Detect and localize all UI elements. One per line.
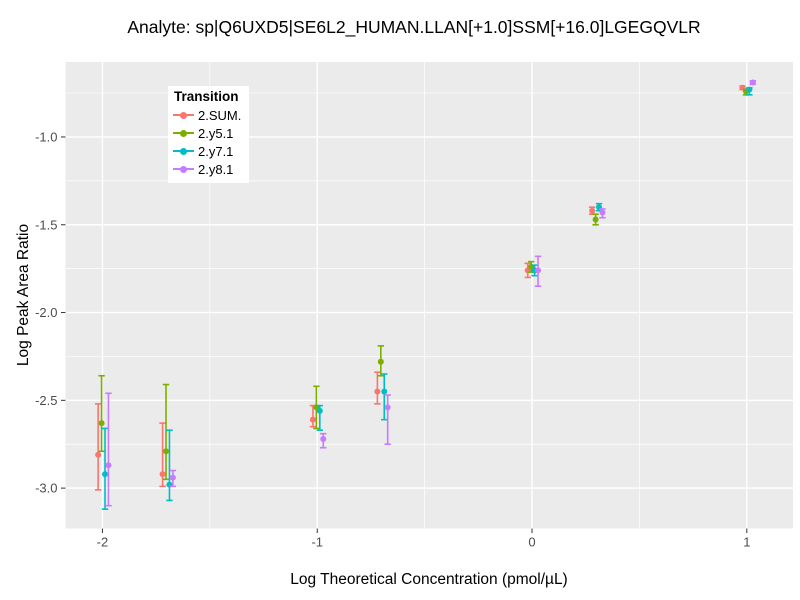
legend-item-2y7: 2.y7.1 xyxy=(173,142,241,160)
error-bar xyxy=(98,374,105,453)
x-tick-label: 1 xyxy=(743,535,750,550)
data-point xyxy=(105,462,112,469)
legend-key-icon xyxy=(173,144,194,158)
data-point xyxy=(95,451,102,458)
error-bar xyxy=(384,394,391,446)
error-bar xyxy=(374,371,381,405)
y-tick-label: -2.0 xyxy=(35,305,57,320)
series-2.SUM. xyxy=(94,84,746,491)
axis-tick-labels: -2 -1 0 1 -1.0 -1.5 -2.0 -2.5 -3.0 xyxy=(35,129,750,549)
data-point xyxy=(374,388,381,395)
chart-title: Analyte: sp|Q6UXD5|SE6L2_HUMAN.LLAN[+1.0… xyxy=(127,17,701,37)
data-point xyxy=(592,216,599,223)
legend-item-2y8: 2.y8.1 xyxy=(173,160,241,178)
series-2.y8.1 xyxy=(105,79,757,507)
data-point xyxy=(309,416,316,423)
error-bar xyxy=(166,429,173,502)
data-point xyxy=(746,86,753,93)
legend-key-icon xyxy=(173,108,194,122)
error-bar xyxy=(381,373,388,421)
legend-item-2y5: 2.y5.1 xyxy=(173,124,241,142)
data-point xyxy=(169,474,176,481)
data-point xyxy=(384,404,391,411)
y-tick-label: -2.5 xyxy=(35,393,57,408)
x-tick-label: 0 xyxy=(528,535,535,550)
error-bar xyxy=(101,427,109,510)
data-point xyxy=(599,209,606,216)
y-tick-label: -3.0 xyxy=(35,481,57,496)
data-point xyxy=(102,471,109,478)
legend: Transition 2.SUM. 2.y5.1 2.y7.1 2.y8.1 xyxy=(168,86,250,183)
error-bar xyxy=(105,392,112,507)
legend-item-label: 2.y5.1 xyxy=(198,125,234,141)
y-axis-label: Log Peak Area Ratio xyxy=(15,223,32,367)
data-point xyxy=(320,435,327,442)
data-point xyxy=(381,388,388,395)
error-bar xyxy=(162,383,170,481)
data-point xyxy=(535,267,542,274)
error-bar xyxy=(94,403,102,491)
data-point xyxy=(589,207,596,214)
x-axis-label: Log Theoretical Concentration (pmol/µL) xyxy=(290,571,568,588)
legend-item-2sum: 2.SUM. xyxy=(173,106,241,124)
data-point xyxy=(159,471,166,478)
data-point xyxy=(377,358,384,365)
data-point xyxy=(98,420,105,427)
legend-item-label: 2.y7.1 xyxy=(198,143,234,159)
series-2.y5.1 xyxy=(98,88,750,481)
legend-key-icon xyxy=(173,162,194,176)
legend-item-label: 2.y8.1 xyxy=(198,161,234,177)
legend-key-icon xyxy=(173,126,194,140)
axis-tick-marks xyxy=(61,136,748,533)
y-tick-label: -1.5 xyxy=(35,217,57,232)
data-point xyxy=(163,448,170,455)
legend-title: Transition xyxy=(174,89,239,104)
x-tick-label: -1 xyxy=(311,535,323,550)
series-2.y7.1 xyxy=(101,86,753,510)
data-point xyxy=(316,407,323,414)
x-tick-label: -2 xyxy=(97,535,109,550)
legend-item-label: 2.SUM. xyxy=(198,107,242,123)
data-point xyxy=(749,79,756,86)
y-tick-label: -1.0 xyxy=(35,129,57,144)
